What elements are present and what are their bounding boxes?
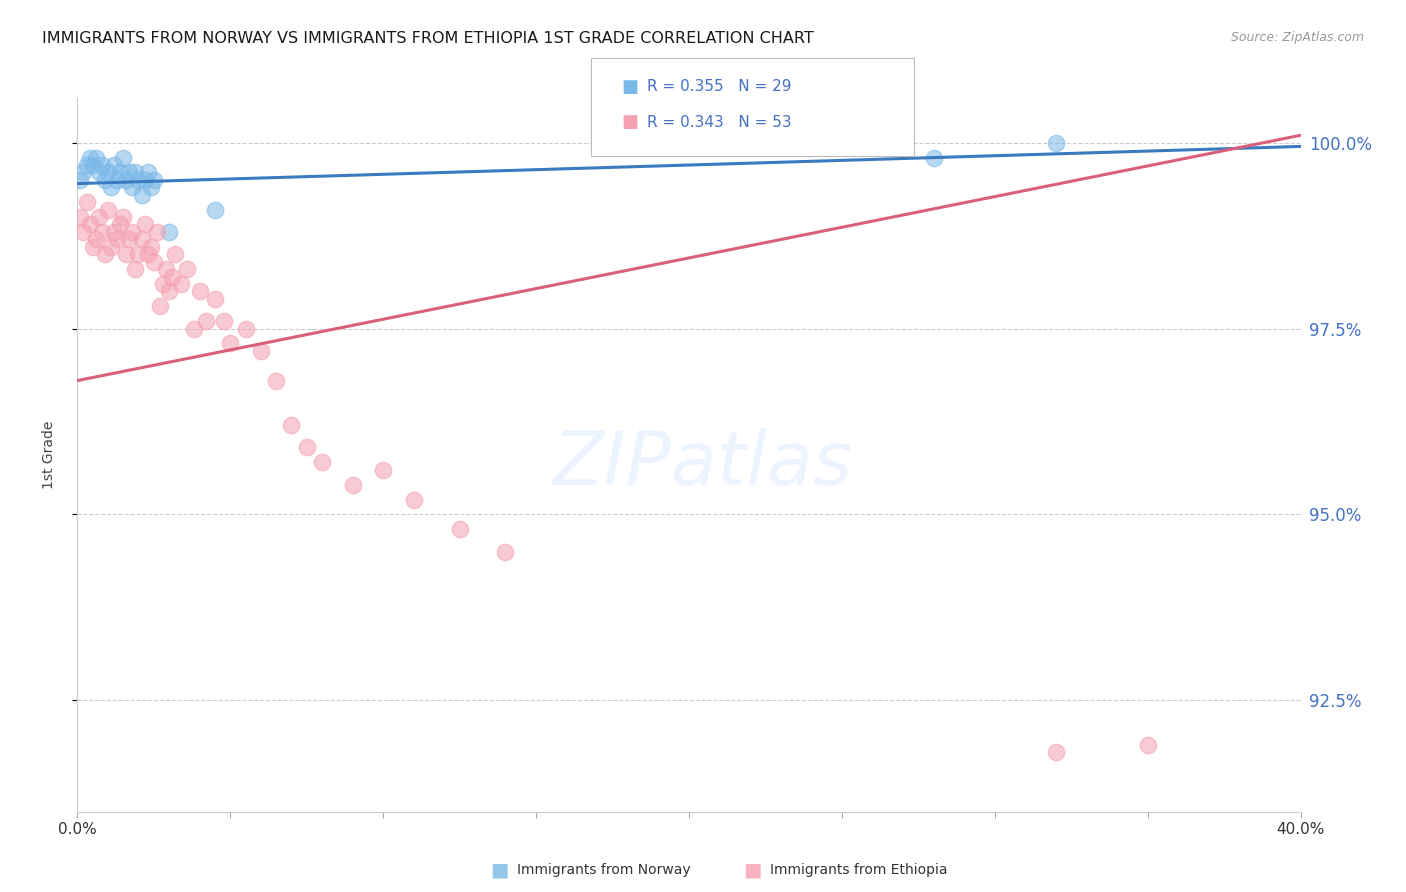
Point — [204, 202, 226, 217]
Point — [105, 173, 128, 187]
Point — [76, 195, 98, 210]
Point — [82, 158, 104, 172]
Point — [115, 247, 138, 261]
Point — [250, 343, 273, 358]
Point — [1136, 738, 1159, 752]
Point — [264, 374, 287, 388]
Point — [69, 173, 91, 187]
Point — [128, 247, 150, 261]
Point — [402, 492, 425, 507]
Text: IMMIGRANTS FROM NORWAY VS IMMIGRANTS FROM ETHIOPIA 1ST GRADE CORRELATION CHART: IMMIGRANTS FROM NORWAY VS IMMIGRANTS FRO… — [42, 31, 814, 46]
Point — [170, 277, 193, 291]
Point — [160, 269, 183, 284]
Point — [139, 240, 162, 254]
Point — [157, 285, 180, 299]
Point — [188, 285, 211, 299]
Point — [94, 247, 117, 261]
Text: R = 0.355   N = 29: R = 0.355 N = 29 — [647, 79, 792, 94]
Point — [105, 232, 128, 246]
Point — [87, 165, 110, 179]
Point — [295, 441, 318, 455]
Point — [212, 314, 235, 328]
Text: Source: ZipAtlas.com: Source: ZipAtlas.com — [1230, 31, 1364, 45]
Point — [139, 180, 162, 194]
Point — [72, 225, 94, 239]
Point — [922, 151, 945, 165]
Point — [134, 173, 156, 187]
Point — [157, 225, 180, 239]
Point — [136, 247, 159, 261]
Text: R = 0.343   N = 53: R = 0.343 N = 53 — [647, 115, 792, 129]
Text: ■: ■ — [621, 78, 638, 95]
Point — [128, 173, 150, 187]
Text: ■: ■ — [742, 860, 762, 880]
Point — [118, 232, 141, 246]
Point — [142, 254, 165, 268]
Point — [495, 544, 517, 558]
Point — [165, 247, 187, 261]
Point — [136, 165, 159, 179]
Point — [90, 225, 112, 239]
Point — [72, 165, 94, 179]
Point — [280, 418, 302, 433]
Point — [311, 455, 333, 469]
Point — [108, 218, 131, 232]
Text: ■: ■ — [489, 860, 509, 880]
Point — [103, 158, 125, 172]
Point — [183, 321, 205, 335]
Point — [204, 292, 226, 306]
Y-axis label: 1st Grade: 1st Grade — [42, 421, 56, 489]
Point — [108, 165, 131, 179]
Point — [76, 158, 98, 172]
Point — [449, 522, 471, 536]
Point — [342, 477, 364, 491]
Point — [152, 277, 174, 291]
Point — [112, 210, 135, 224]
Point — [118, 165, 141, 179]
Point — [69, 210, 91, 224]
Point — [124, 165, 146, 179]
Point — [124, 262, 146, 277]
Point — [112, 151, 135, 165]
Point — [149, 299, 172, 313]
Point — [82, 240, 104, 254]
Text: ZIPatlas: ZIPatlas — [553, 428, 853, 500]
Point — [131, 187, 153, 202]
Point — [176, 262, 198, 277]
Point — [194, 314, 217, 328]
Point — [146, 225, 169, 239]
Point — [115, 173, 138, 187]
Point — [219, 336, 242, 351]
Point — [371, 463, 394, 477]
Point — [94, 173, 117, 187]
Text: Immigrants from Norway: Immigrants from Norway — [517, 863, 690, 877]
Point — [134, 218, 156, 232]
Point — [79, 151, 101, 165]
Point — [103, 225, 125, 239]
Text: Immigrants from Ethiopia: Immigrants from Ethiopia — [770, 863, 948, 877]
Point — [121, 180, 143, 194]
Point — [142, 173, 165, 187]
Point — [155, 262, 177, 277]
Point — [84, 151, 107, 165]
Point — [87, 210, 110, 224]
Point — [100, 180, 122, 194]
Point — [121, 225, 143, 239]
Point — [97, 202, 120, 217]
Point — [79, 218, 101, 232]
Point — [100, 240, 122, 254]
Point — [235, 321, 257, 335]
Point — [131, 232, 153, 246]
Point — [1045, 745, 1067, 759]
Point — [1045, 136, 1067, 150]
Point — [97, 165, 120, 179]
Point — [84, 232, 107, 246]
Point — [90, 158, 112, 172]
Text: ■: ■ — [621, 113, 638, 131]
